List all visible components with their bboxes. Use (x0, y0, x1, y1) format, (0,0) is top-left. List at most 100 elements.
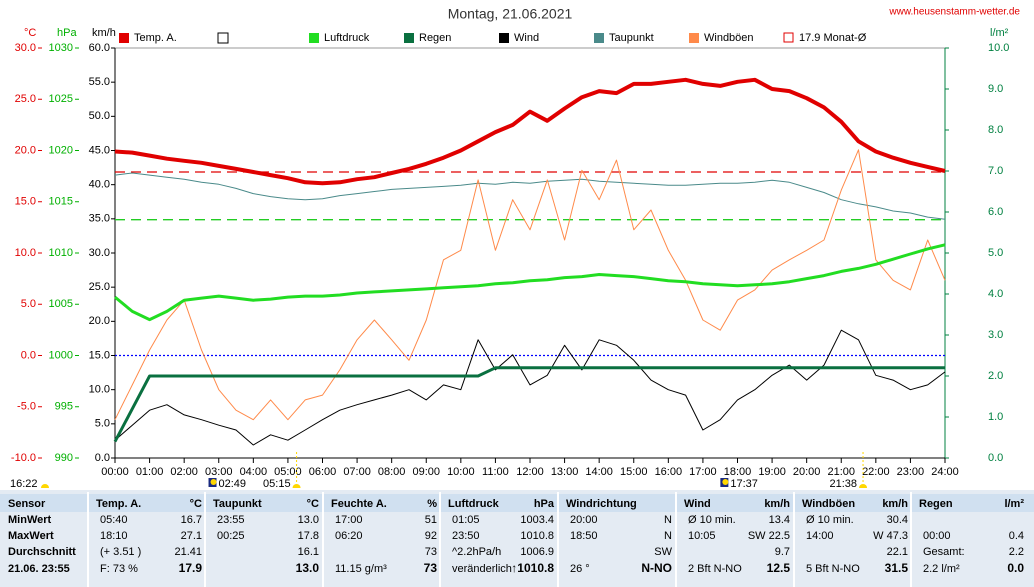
moon-icon-shape (722, 479, 729, 485)
table-row-label: MinWert (8, 514, 52, 526)
y-tick-label: 1015 (49, 196, 73, 208)
table-row-label: Durchschnitt (8, 546, 76, 558)
table-cell-value: N (664, 514, 672, 526)
table-cell-label: 18:10 (100, 530, 128, 542)
annotation-text: 05:15 (263, 478, 291, 490)
table-cell-label: 14:00 (806, 530, 834, 542)
table-cell-value: SW 22.5 (748, 530, 790, 542)
series-line (113, 366, 945, 443)
table-header: Windrichtung (566, 498, 637, 510)
legend-swatch (689, 33, 699, 43)
series-line (114, 172, 946, 220)
series-line (114, 329, 946, 446)
table-cell-label: 5 Bft N-NO (806, 563, 860, 575)
moon-icon-shape (210, 479, 217, 485)
legend-empty-box (217, 32, 229, 44)
y-tick-label: 1000 (49, 349, 73, 361)
annotation-text: 17:37 (730, 478, 758, 490)
y-tick-label: 3.0 (988, 329, 1003, 341)
sun-icon (859, 484, 868, 488)
table-row-label: 21.06. 23:55 (8, 563, 70, 575)
x-tick-label: 06:00 (309, 466, 337, 478)
y-tick-label: 1005 (49, 298, 73, 310)
series-line (114, 149, 946, 421)
legend-label: Wind (514, 32, 539, 44)
table-cell-label: (+ 3.51 ) (100, 546, 141, 558)
y-tick-label: 5.0 (95, 418, 110, 430)
y-tick-label: 10.0 (15, 247, 36, 259)
table-cell-value: 21.41 (174, 546, 202, 558)
y-tick-label: 2.0 (988, 370, 1003, 382)
series-line (114, 243, 946, 322)
x-tick-label: 19:00 (758, 466, 786, 478)
table-cell-value: 22.1 (887, 546, 908, 558)
table-unit: °C (307, 498, 319, 510)
x-tick-label: 10:00 (447, 466, 475, 478)
legend-swatch (594, 33, 604, 43)
table-header: Sensor (8, 498, 46, 510)
table-cell-value: 1010.8 (520, 530, 554, 542)
y-tick-label: 0.0 (21, 349, 36, 361)
table-cell-value: 13.4 (769, 514, 790, 526)
x-tick-label: 18:00 (724, 466, 752, 478)
table-row-label: MaxWert (8, 530, 54, 542)
y-tick-label: 20.0 (89, 315, 110, 327)
x-tick-label: 09:00 (412, 466, 440, 478)
y-tick-label: 60.0 (89, 42, 110, 54)
table-cell-value: 30.4 (887, 514, 908, 526)
y-tick-label: 25.0 (89, 281, 110, 293)
table-cell-value: 73 (424, 561, 438, 575)
x-tick-label: 22:00 (862, 466, 890, 478)
table-cell-label: 17:00 (335, 514, 363, 526)
table-header: Temp. A. (96, 498, 141, 510)
table-cell-value: 2.2 (1009, 546, 1024, 558)
sun-icon (41, 484, 49, 488)
table-cell-value: 1003.4 (520, 514, 554, 526)
table-cell-label: 2.2 l/m² (923, 563, 960, 575)
table-cell-label: ^2.2hPa/h (452, 546, 501, 558)
x-tick-label: 00:00 (101, 466, 129, 478)
y-tick-label: 5.0 (21, 298, 36, 310)
annotation-text: 21:38 (830, 478, 858, 490)
x-tick-label: 16:00 (655, 466, 683, 478)
x-tick-label: 03:00 (205, 466, 233, 478)
y-tick-label: 995 (55, 401, 73, 413)
x-tick-label: 02:00 (170, 466, 198, 478)
table-header-background (0, 494, 1034, 512)
table-cell-label: F: 73 % (100, 563, 138, 575)
table-cell-value: 51 (425, 514, 437, 526)
y-tick-label: 40.0 (89, 179, 110, 191)
table-unit: % (427, 498, 437, 510)
y-tick-label: 25.0 (15, 93, 36, 105)
table-cell-value: 0.4 (1009, 530, 1024, 542)
table-cell-value: W 47.3 (873, 530, 908, 542)
y-tick-label: 1020 (49, 144, 73, 156)
table-cell-label: Ø 10 min. (688, 514, 736, 526)
sun-icon (292, 484, 301, 488)
table-cell-value: 12.5 (767, 561, 791, 575)
table-header: Taupunkt (213, 498, 262, 510)
table-cell-label: 11.15 g/m³ (335, 563, 387, 575)
y-tick-label: 990 (55, 452, 73, 464)
table-cell-value: 13.0 (296, 561, 320, 575)
table-header: Luftdruck (448, 498, 500, 510)
axis-title: l/m² (990, 27, 1009, 39)
table-cell-value: 1006.9 (520, 546, 554, 558)
legend-label: 17.9 Monat-Ø (799, 32, 867, 44)
legend-label: Taupunkt (609, 32, 654, 44)
x-tick-label: 24:00 (931, 466, 959, 478)
y-tick-label: 10.0 (988, 42, 1009, 54)
x-tick-label: 14:00 (585, 466, 613, 478)
table-unit: km/h (882, 498, 908, 510)
y-tick-label: 7.0 (988, 165, 1003, 177)
x-tick-label: 01:00 (136, 466, 164, 478)
y-tick-label: 15.0 (15, 196, 36, 208)
x-tick-label: 17:00 (689, 466, 717, 478)
legend-label: Regen (419, 32, 451, 44)
x-tick-label: 11:00 (482, 466, 509, 478)
table-header: Regen (919, 498, 953, 510)
y-tick-label: 1025 (49, 93, 73, 105)
x-tick-label: 20:00 (793, 466, 821, 478)
